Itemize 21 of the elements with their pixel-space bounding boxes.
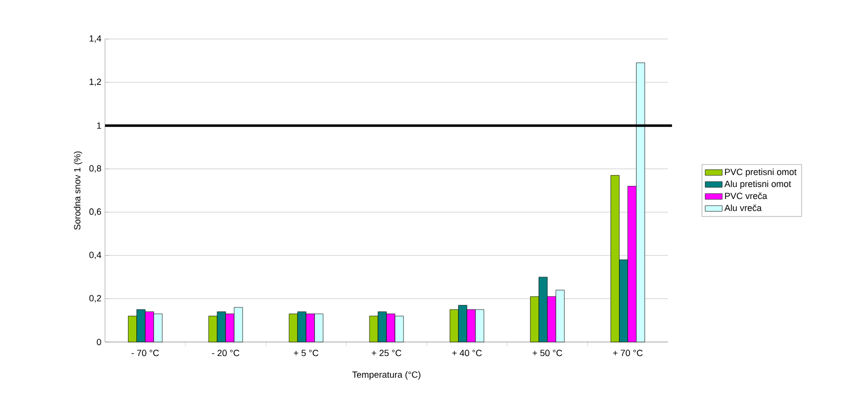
x-tick-label: + 25 °C [372,350,402,356]
x-tick-label: + 40 °C [452,350,482,356]
x-axis-title: Temperatura (°C) [352,371,420,380]
y-tick-label: 0,6 [89,208,102,216]
y-tick-label: 1,4 [90,35,102,43]
legend-label: PVC vreča [725,192,768,200]
y-tick-label: 0,8 [89,165,102,173]
y-tick-label: 0 [96,338,102,346]
x-tick-label: - 70 °C [132,350,159,356]
x-tick-label: + 70 °C [613,350,643,356]
y-tick-label: 1,2 [90,78,102,86]
legend-label: Alu pretisni omot [724,180,792,189]
legend-label: Alu vreča [724,204,762,212]
y-axis-title: Sorodna snov 1 (%) [74,151,82,230]
y-tick-label: 0,2 [89,295,102,302]
y-tick-label: 0,4 [89,252,102,260]
x-tick-label: - 20 °C [212,350,240,356]
x-tick-label: + 5 °C [294,350,318,356]
legend-label: PVC pretisni omot [725,168,797,177]
x-tick-label: + 50 °C [532,350,562,356]
y-tick-label: 1 [97,122,102,129]
